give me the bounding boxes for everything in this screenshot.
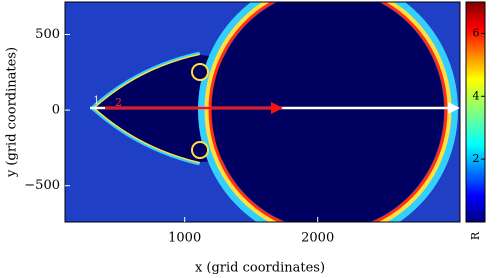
field-image xyxy=(65,2,460,222)
annotation: 1 xyxy=(93,94,100,107)
y-tick-label: −500 xyxy=(24,178,60,193)
x-tick-label: 1000 xyxy=(168,231,201,246)
colorbar-label: R xyxy=(469,231,482,240)
colorbar-tick-label: 6 xyxy=(473,26,480,39)
y-axis-label: y (grid coordinates) xyxy=(5,47,20,178)
annotation: 2 xyxy=(115,96,122,109)
colorbar xyxy=(465,1,486,223)
colorbar-tick-label: 4 xyxy=(473,89,480,102)
y-tick-label: 500 xyxy=(35,27,60,42)
y-tick-label: 0 xyxy=(52,103,60,118)
x-axis-label: x (grid coordinates) xyxy=(195,261,325,276)
colorbar-tick-label: 2 xyxy=(473,152,480,165)
plot-frame xyxy=(64,1,461,223)
x-tick-label: 2000 xyxy=(301,231,334,246)
